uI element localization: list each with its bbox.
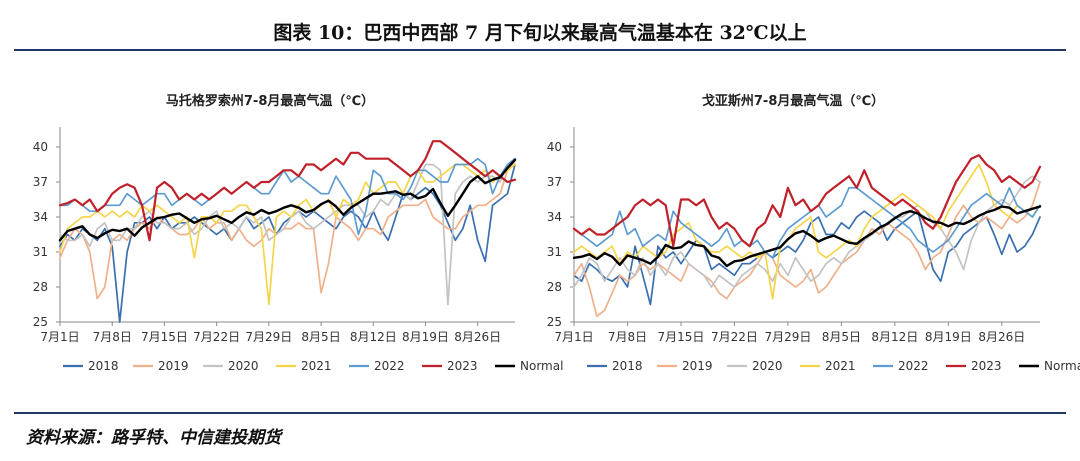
series-line-normal — [58, 158, 517, 242]
series-line-normal — [572, 205, 1042, 268]
legend-label: 2020 — [228, 359, 259, 373]
legend-label: 2022 — [898, 359, 929, 373]
figure-title: 图表 10：巴西中西部 7 月下旬以来最高气温基本在 32℃以上 — [273, 22, 807, 44]
x-tick-label: 7月22日 — [193, 330, 240, 344]
x-tick-label: 7月1日 — [554, 330, 593, 344]
legend-label: 2022 — [374, 359, 405, 373]
legend-label: Normal — [520, 359, 563, 373]
x-tick-label: 7月15日 — [141, 330, 188, 344]
series-line-2018 — [573, 210, 1041, 306]
legend-label: 2019 — [158, 359, 189, 373]
y-tick-label: 37 — [547, 175, 562, 189]
x-tick-label: 7月15日 — [657, 330, 704, 344]
legend-label: Normal — [1044, 359, 1080, 373]
x-tick-label: 8月12日 — [350, 330, 397, 344]
legend-label: 2020 — [752, 359, 783, 373]
series-line-2021 — [573, 163, 1041, 300]
x-tick-label: 7月29日 — [245, 330, 292, 344]
chart-title: 马托格罗索州7-8月最高气温（℃） — [166, 93, 374, 109]
series-line-2023 — [58, 140, 517, 242]
y-tick-label: 25 — [33, 315, 48, 329]
series-line-2022 — [59, 157, 516, 236]
source-note: 资料来源：路孚特、中信建投期货 — [26, 428, 281, 448]
legend-label: 2023 — [447, 359, 478, 373]
y-tick-label: 37 — [33, 175, 48, 189]
legend-label: 2023 — [971, 359, 1002, 373]
legend-label: 2019 — [682, 359, 713, 373]
y-tick-label: 28 — [33, 280, 48, 294]
bottom-rule — [14, 412, 1066, 414]
legend-label: 2021 — [825, 359, 856, 373]
series-line-2018 — [59, 163, 516, 323]
y-tick-label: 40 — [547, 140, 562, 154]
x-tick-label: 7月8日 — [608, 330, 647, 344]
series-line-2020 — [573, 175, 1041, 288]
series-line-2022 — [573, 186, 1041, 259]
y-tick-label: 34 — [33, 210, 48, 224]
series-line-2021 — [59, 163, 516, 306]
x-tick-label: 8月26日 — [978, 330, 1025, 344]
legend-label: 2021 — [301, 359, 332, 373]
x-tick-label: 7月8日 — [93, 330, 132, 344]
x-tick-label: 8月5日 — [301, 330, 340, 344]
y-tick-label: 25 — [547, 315, 562, 329]
series-line-2023 — [572, 154, 1042, 248]
y-tick-label: 28 — [547, 280, 562, 294]
top-rule — [14, 49, 1066, 51]
x-tick-label: 8月12日 — [871, 330, 918, 344]
x-tick-label: 7月29日 — [764, 330, 811, 344]
y-tick-label: 31 — [547, 245, 562, 259]
x-tick-label: 8月5日 — [822, 330, 861, 344]
chart-title: 戈亚斯州7-8月最高气温（℃） — [702, 93, 884, 109]
chart-1: 马托格罗索州7-8月最高气温（℃） 25 28 31 34 37 40 7月1日 7月8日 7月1… — [33, 93, 564, 373]
x-tick-label: 8月19日 — [402, 330, 449, 344]
y-tick-label: 40 — [33, 140, 48, 154]
legend-label: 2018 — [612, 359, 643, 373]
chart-2: 戈亚斯州7-8月最高气温（℃） 25 28 31 34 37 40 7月1日 7月8日 7月15日… — [547, 93, 1080, 373]
y-tick-label: 34 — [547, 210, 562, 224]
series-line-2020 — [59, 157, 516, 306]
legend-label: 2018 — [88, 359, 119, 373]
x-tick-label: 7月1日 — [40, 330, 79, 344]
x-tick-label: 8月26日 — [454, 330, 501, 344]
x-tick-label: 8月19日 — [925, 330, 972, 344]
x-tick-label: 7月22日 — [711, 330, 758, 344]
series-line-2019 — [573, 181, 1041, 318]
y-tick-label: 31 — [33, 245, 48, 259]
